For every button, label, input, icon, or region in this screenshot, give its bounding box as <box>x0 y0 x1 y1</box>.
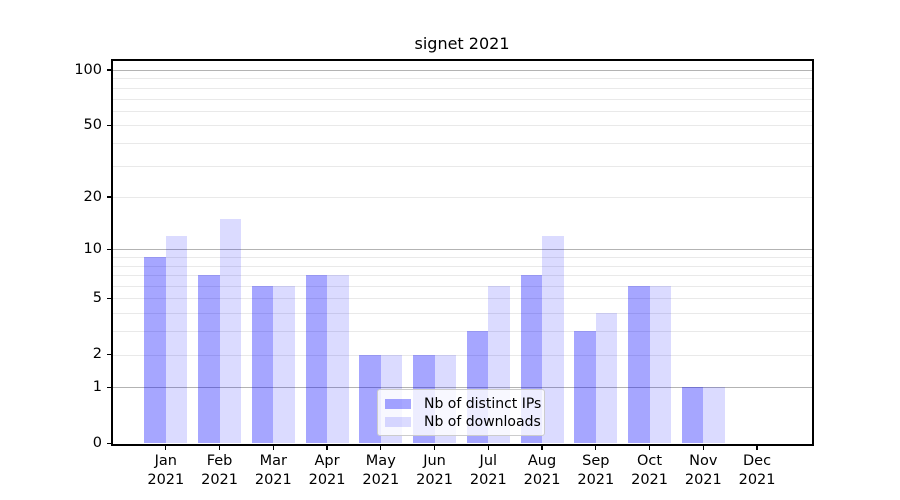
gridline-minor-6 <box>112 286 812 288</box>
bar-downloads-jan-2021 <box>165 235 188 444</box>
gridline-minor-20 <box>112 197 812 199</box>
bar-downloads-aug-2021 <box>542 235 564 444</box>
x-tick-nov-2021 <box>702 444 704 450</box>
x-tick-label-jan-2021: Jan 2021 <box>147 452 185 489</box>
legend-item-distinct-ips: Nb of distinct IPs <box>385 395 544 413</box>
bar-downloads-oct-2021 <box>649 286 672 444</box>
legend-item-downloads: Nb of downloads <box>385 413 544 431</box>
x-tick-jul-2021 <box>487 444 489 450</box>
legend-label-distinct-ips: Nb of distinct IPs <box>424 395 542 412</box>
x-tick-apr-2021 <box>326 444 328 450</box>
x-tick-may-2021 <box>380 444 382 450</box>
gridline-major-1 <box>112 387 812 389</box>
x-tick-mar-2021 <box>272 444 274 450</box>
gridline-minor-80 <box>112 87 812 89</box>
plot-area <box>112 61 812 444</box>
bar-distinct-ips-apr-2021 <box>305 275 328 444</box>
bar-downloads-nov-2021 <box>703 387 725 444</box>
bar-distinct-ips-sep-2021 <box>574 331 596 444</box>
chart-title: signet 2021 <box>414 34 510 53</box>
y-tick-20 <box>106 196 113 198</box>
bar-downloads-sep-2021 <box>595 313 618 444</box>
x-tick-label-jun-2021: Jun 2021 <box>416 452 453 489</box>
y-tick-1 <box>106 386 113 389</box>
x-tick-label-mar-2021: Mar 2021 <box>254 452 292 489</box>
y-tick-label-2: 2 <box>92 346 102 363</box>
legend-swatch-downloads <box>385 416 411 427</box>
y-tick-label-5: 5 <box>92 289 102 306</box>
y-tick-label-20: 20 <box>83 188 102 205</box>
bar-distinct-ips-jan-2021 <box>144 257 166 444</box>
y-tick-label-100: 100 <box>74 61 102 78</box>
gridline-minor-3 <box>112 331 812 333</box>
bar-downloads-apr-2021 <box>327 275 349 444</box>
gridline-minor-60 <box>112 110 812 112</box>
x-tick-label-may-2021: May 2021 <box>362 452 400 489</box>
gridline-minor-2 <box>112 354 812 356</box>
y-tick-5 <box>106 297 113 300</box>
gridline-minor-40 <box>112 142 812 144</box>
gridline-minor-8 <box>112 265 812 267</box>
x-tick-label-aug-2021: Aug 2021 <box>523 452 561 489</box>
bar-distinct-ips-oct-2021 <box>628 286 650 444</box>
bar-distinct-ips-nov-2021 <box>681 387 704 444</box>
gridline-minor-4 <box>112 313 812 315</box>
x-tick-aug-2021 <box>541 444 543 450</box>
y-tick-label-1: 1 <box>92 378 102 395</box>
x-tick-label-nov-2021: Nov 2021 <box>684 452 722 489</box>
gridline-minor-7 <box>112 275 812 277</box>
legend-swatch-distinct-ips <box>385 398 411 409</box>
y-tick-label-0: 0 <box>92 435 102 451</box>
y-tick-label-10: 10 <box>83 240 102 257</box>
x-tick-label-feb-2021: Feb 2021 <box>201 452 238 489</box>
gridline-minor-90 <box>112 78 812 80</box>
gridline-minor-9 <box>112 257 812 259</box>
x-tick-feb-2021 <box>218 444 221 450</box>
x-tick-label-apr-2021: Apr 2021 <box>308 452 346 489</box>
y-tick-label-50: 50 <box>83 116 102 133</box>
y-tick-0 <box>106 442 113 445</box>
legend-label-downloads: Nb of downloads <box>424 413 541 430</box>
bar-distinct-ips-feb-2021 <box>198 275 220 444</box>
x-tick-jan-2021 <box>165 444 167 450</box>
gridline-major-100 <box>112 70 812 71</box>
bar-downloads-mar-2021 <box>273 286 295 444</box>
legend: Nb of distinct IPs Nb of downloads <box>377 388 545 436</box>
y-tick-100 <box>106 69 113 71</box>
x-tick-sep-2021 <box>595 444 597 450</box>
y-tick-2 <box>106 353 113 356</box>
gridline-minor-70 <box>112 98 812 100</box>
y-tick-10 <box>106 248 113 251</box>
x-tick-jun-2021 <box>433 444 436 450</box>
bar-distinct-ips-may-2021 <box>359 354 381 444</box>
gridline-minor-50 <box>112 125 812 127</box>
y-tick-50 <box>106 124 113 126</box>
gridline-major-10 <box>112 249 812 251</box>
bar-downloads-feb-2021 <box>219 219 242 444</box>
x-tick-label-dec-2021: Dec 2021 <box>738 452 776 489</box>
x-tick-dec-2021 <box>756 444 758 450</box>
bar-distinct-ips-mar-2021 <box>251 286 274 444</box>
x-tick-label-oct-2021: Oct 2021 <box>631 452 668 489</box>
gridline-minor-30 <box>112 165 812 167</box>
x-tick-oct-2021 <box>648 444 651 450</box>
x-tick-label-sep-2021: Sep 2021 <box>577 452 615 489</box>
gridline-minor-5 <box>112 298 812 300</box>
x-tick-label-jul-2021: Jul 2021 <box>469 452 507 489</box>
